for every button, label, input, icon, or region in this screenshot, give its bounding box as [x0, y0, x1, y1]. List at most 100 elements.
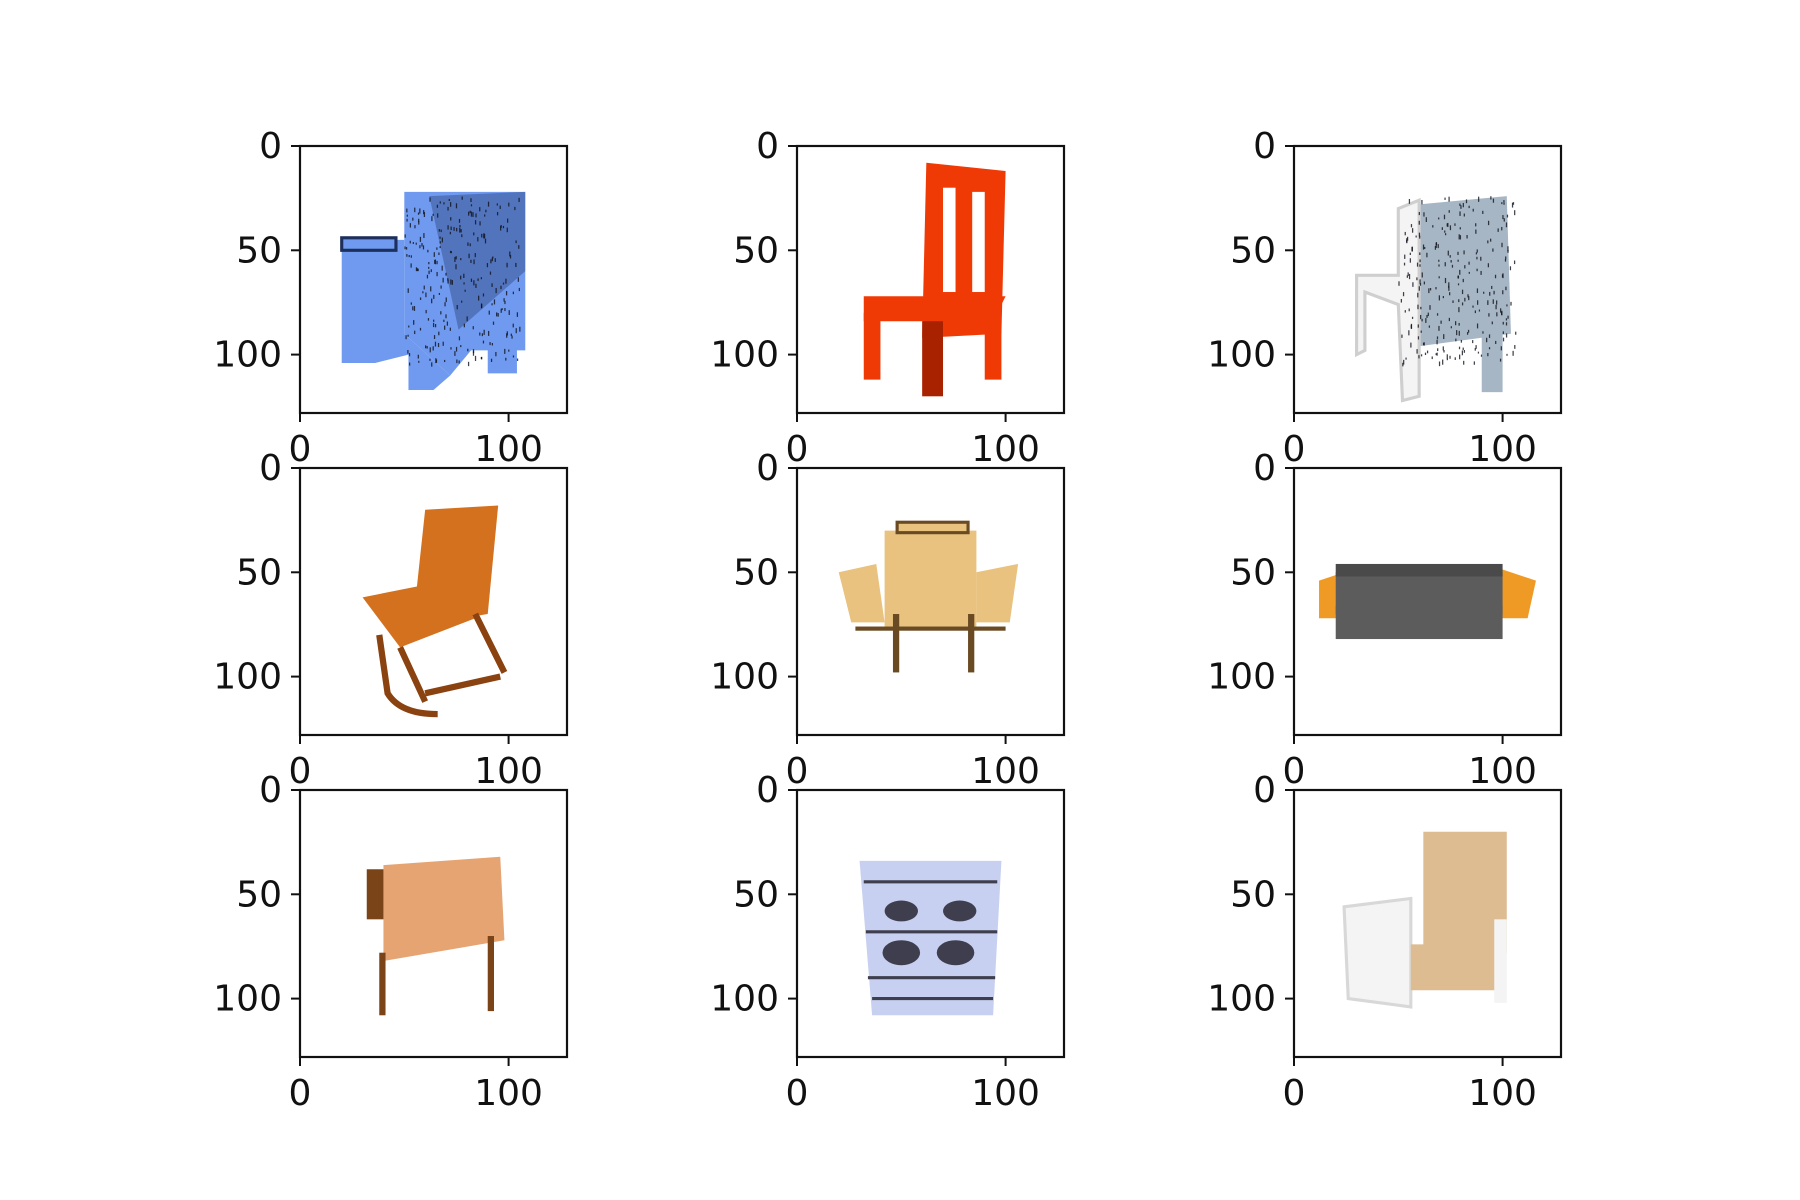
chair-leg — [968, 614, 975, 673]
chair-image — [838, 520, 1019, 673]
y-tick-label: 50 — [733, 230, 779, 271]
chair-seat — [1410, 944, 1499, 991]
sofa-top — [1335, 563, 1503, 577]
y-tick-label: 100 — [213, 335, 282, 376]
cabinet-knob — [882, 940, 921, 966]
cabinet-knob — [884, 900, 918, 922]
chair-back — [1423, 831, 1507, 970]
x-tick-label: 100 — [474, 429, 543, 470]
cabinet-body — [859, 860, 1002, 1016]
y-tick-label: 100 — [213, 979, 282, 1020]
subplot-grid: 0 50 100 0 100 0 50 100 0 100 0 50 100 0 100 0 50 100 0 100… — [213, 126, 1563, 1114]
chair-side — [341, 239, 451, 391]
x-tick-label: 0 — [1283, 751, 1306, 792]
axes-frame — [795, 788, 1066, 1059]
chair-seat — [362, 584, 476, 648]
axes-frame — [298, 144, 569, 415]
y-tick-label: 100 — [710, 979, 779, 1020]
chair-illustration — [863, 162, 1006, 397]
cabinet-knob — [943, 900, 977, 922]
y-tick-label: 0 — [1253, 770, 1276, 811]
y-tick-label: 100 — [710, 657, 779, 698]
chair-image — [1319, 563, 1536, 640]
chair-image — [1342, 831, 1507, 1009]
subplot-panel: 0 50 100 0 100 — [710, 126, 1066, 470]
sofa-seat — [1335, 605, 1503, 640]
y-tick-label: 0 — [1253, 448, 1276, 489]
chair-arm — [340, 236, 398, 252]
subplot-panel: 0 50 100 0 100 — [710, 770, 1066, 1114]
y-tick-label: 0 — [756, 770, 779, 811]
chair-leg — [984, 312, 1002, 380]
chair-leg — [922, 321, 944, 397]
x-tick-label: 0 — [1283, 429, 1306, 470]
x-tick-label: 0 — [289, 1073, 312, 1114]
chair-arm — [838, 563, 885, 623]
chair-leg — [892, 614, 900, 673]
chair-illustration — [1319, 563, 1536, 640]
x-tick-label: 0 — [786, 429, 809, 470]
chair-frame — [366, 869, 384, 920]
y-tick-label: 50 — [733, 874, 779, 915]
chair-seat — [863, 296, 1006, 322]
y-tick-label: 0 — [756, 126, 779, 167]
axes-frame — [298, 466, 569, 737]
y-tick-label: 100 — [213, 657, 282, 698]
y-tick-label: 0 — [259, 448, 282, 489]
chair-back — [383, 856, 505, 962]
x-tick-label: 100 — [1468, 751, 1537, 792]
chair-illustration — [1342, 831, 1507, 1009]
y-tick-label: 100 — [1207, 335, 1276, 376]
chair-illustration — [838, 520, 1019, 673]
chair-image — [863, 162, 1006, 397]
x-tick-label: 0 — [289, 751, 312, 792]
axes-frame — [1292, 788, 1563, 1059]
axes-frame — [1292, 466, 1563, 737]
x-tick-label: 0 — [786, 751, 809, 792]
subplot-panel: 0 50 100 0 100 — [213, 770, 569, 1114]
texture-speckle — [404, 196, 521, 367]
chair-slot — [943, 187, 956, 293]
chair-image — [366, 856, 505, 1016]
chair-illustration — [366, 856, 505, 1016]
chair-top — [895, 520, 970, 535]
chair-image — [362, 505, 508, 718]
chair-leg — [487, 936, 494, 1012]
x-tick-label: 100 — [474, 1073, 543, 1114]
x-tick-label: 0 — [289, 429, 312, 470]
y-tick-label: 50 — [236, 230, 282, 271]
y-tick-label: 100 — [1207, 657, 1276, 698]
subplot-panel: 0 50 100 0 100 — [1207, 126, 1563, 470]
y-tick-label: 50 — [1230, 874, 1276, 915]
subplot-panel: 0 50 100 0 100 — [710, 448, 1066, 792]
chair-illustration — [362, 505, 508, 718]
x-tick-label: 100 — [971, 429, 1040, 470]
y-tick-label: 50 — [236, 552, 282, 593]
chair-illustration — [1355, 196, 1517, 403]
x-tick-label: 100 — [1468, 429, 1537, 470]
chair-arm — [1342, 896, 1413, 1009]
texture-speckle — [1398, 196, 1517, 367]
chair-image — [859, 860, 1002, 1016]
y-tick-label: 0 — [259, 126, 282, 167]
chair-illustration — [859, 860, 1002, 1016]
y-tick-label: 0 — [756, 448, 779, 489]
x-tick-label: 0 — [1283, 1073, 1306, 1114]
cabinet-knob — [936, 940, 975, 966]
axes-frame — [1292, 144, 1563, 415]
y-tick-label: 50 — [1230, 552, 1276, 593]
chair-illustration — [340, 191, 526, 391]
y-tick-label: 100 — [710, 335, 779, 376]
x-tick-label: 100 — [971, 1073, 1040, 1114]
y-tick-label: 0 — [259, 770, 282, 811]
axes-frame — [298, 788, 569, 1059]
y-tick-label: 100 — [1207, 979, 1276, 1020]
chair-image — [1355, 196, 1517, 403]
chair-arm — [976, 563, 1019, 623]
x-tick-label: 100 — [474, 751, 543, 792]
chair-back — [1419, 196, 1511, 347]
subplot-panel: 0 50 100 0 100 — [1207, 448, 1563, 792]
chair-leg — [379, 952, 386, 1016]
y-tick-label: 50 — [236, 874, 282, 915]
